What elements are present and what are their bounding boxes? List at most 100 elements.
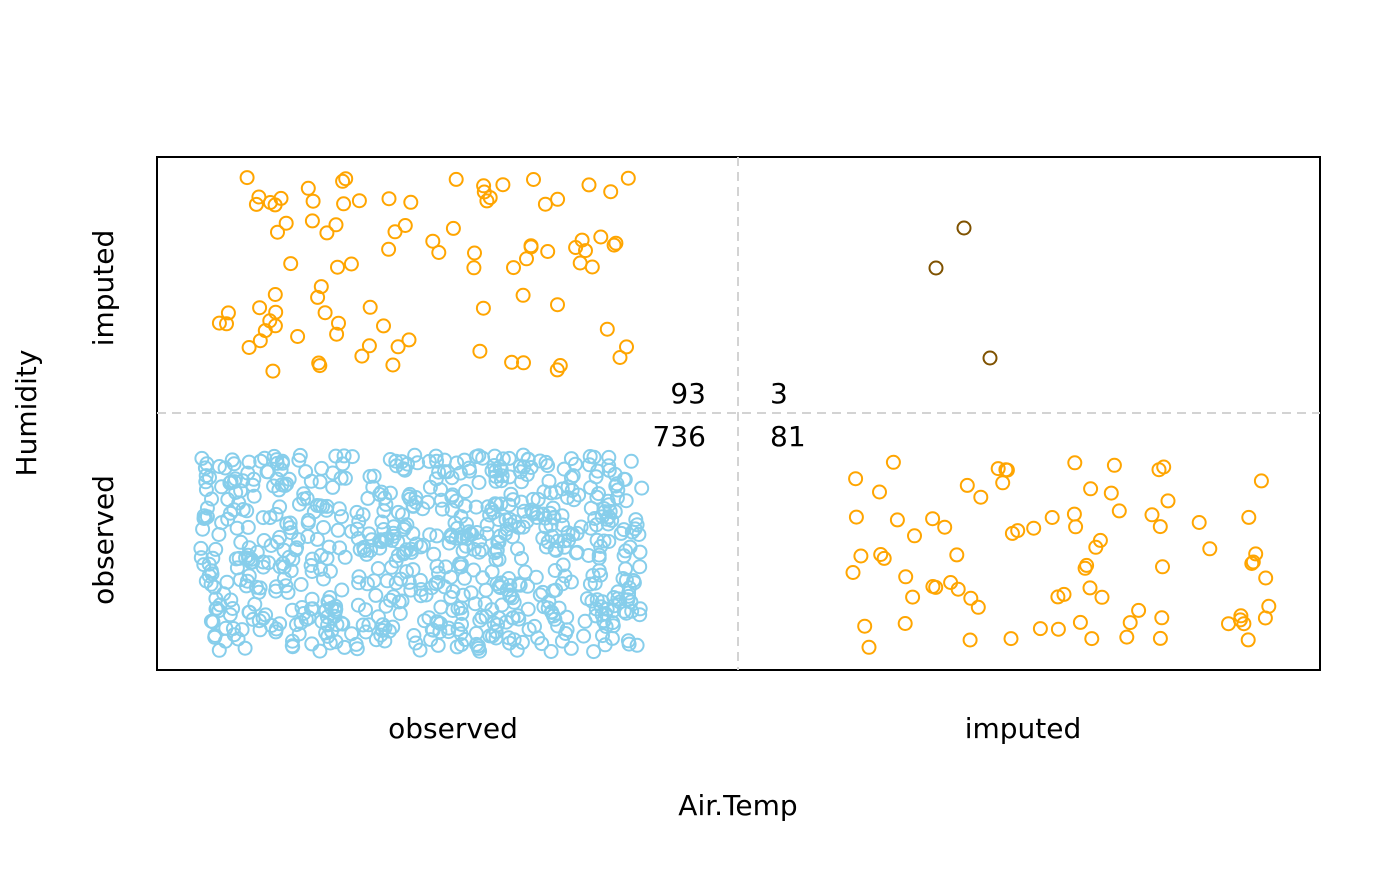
point-observed-observed xyxy=(385,589,401,605)
point-observed-observed xyxy=(596,614,612,629)
point-observed-observed xyxy=(610,584,626,600)
point-imputed-observed xyxy=(937,519,953,535)
point-observed-observed xyxy=(432,624,448,640)
point-observed-observed xyxy=(469,636,484,652)
point-imputed-observed xyxy=(876,550,892,566)
point-observed-observed xyxy=(405,498,421,514)
point-observed-imputed xyxy=(581,177,597,193)
point-imputed-observed xyxy=(1003,631,1019,647)
point-observed-observed xyxy=(468,499,484,515)
point-observed-observed xyxy=(530,630,546,646)
point-imputed-observed xyxy=(1004,525,1020,541)
point-observed-imputed xyxy=(304,213,320,229)
point-imputed-imputed xyxy=(982,350,998,366)
point-observed-observed xyxy=(370,561,386,576)
point-imputed-observed xyxy=(1111,503,1127,519)
count-imputed-observed: 93 xyxy=(670,377,706,410)
point-observed-imputed xyxy=(270,224,285,240)
point-observed-imputed xyxy=(448,171,464,187)
point-observed-imputed xyxy=(354,348,370,364)
point-observed-observed xyxy=(229,520,245,536)
point-observed-imputed xyxy=(351,193,367,209)
point-observed-observed xyxy=(266,448,282,464)
point-observed-observed xyxy=(616,522,632,538)
point-imputed-observed xyxy=(897,616,913,631)
point-observed-imputed xyxy=(506,260,521,276)
point-observed-observed xyxy=(554,576,570,592)
point-observed-observed xyxy=(472,533,488,549)
point-imputed-observed xyxy=(1241,509,1257,525)
point-observed-observed xyxy=(272,529,288,545)
point-observed-observed xyxy=(470,638,486,654)
point-observed-observed xyxy=(433,599,449,615)
point-observed-observed xyxy=(441,535,457,551)
point-imputed-observed xyxy=(1067,455,1083,471)
point-observed-observed xyxy=(514,551,529,566)
point-observed-imputed xyxy=(317,305,333,321)
point-imputed-observed xyxy=(959,477,975,493)
point-observed-observed xyxy=(506,594,522,610)
point-observed-observed xyxy=(536,599,552,615)
point-observed-observed xyxy=(388,575,404,591)
point-observed-observed xyxy=(350,597,366,613)
point-imputed-observed xyxy=(1084,631,1100,647)
point-observed-observed xyxy=(596,533,612,549)
point-observed-observed xyxy=(228,485,244,500)
point-observed-observed xyxy=(355,617,371,633)
point-observed-observed xyxy=(421,453,437,469)
point-imputed-observed xyxy=(889,512,905,528)
point-observed-observed xyxy=(381,623,397,639)
point-observed-observed xyxy=(491,551,507,567)
point-observed-observed xyxy=(516,503,532,519)
y-tick-observed: observed xyxy=(87,475,120,605)
point-observed-imputed xyxy=(381,241,397,257)
point-observed-observed xyxy=(288,542,304,558)
point-observed-observed xyxy=(322,563,338,579)
point-observed-observed xyxy=(237,640,253,656)
point-observed-observed xyxy=(211,459,227,474)
point-imputed-observed xyxy=(848,509,864,525)
point-imputed-observed xyxy=(857,618,873,634)
point-imputed-observed xyxy=(1245,554,1261,570)
point-observed-observed xyxy=(226,502,242,518)
point-observed-imputed xyxy=(475,300,491,316)
point-observed-observed xyxy=(591,550,607,566)
point-observed-imputed xyxy=(387,224,403,240)
point-imputed-observed xyxy=(872,484,887,500)
point-imputed-observed xyxy=(1032,621,1048,637)
point-observed-observed xyxy=(334,582,350,598)
point-observed-observed xyxy=(494,468,510,484)
point-observed-observed xyxy=(397,462,413,478)
point-observed-observed xyxy=(219,574,235,590)
point-observed-observed xyxy=(453,556,469,572)
point-observed-observed xyxy=(454,606,470,621)
point-observed-observed xyxy=(441,624,457,640)
point-observed-observed xyxy=(335,456,351,472)
point-observed-observed xyxy=(502,578,518,593)
point-observed-observed xyxy=(443,527,459,543)
point-observed-imputed xyxy=(252,300,268,316)
point-observed-imputed xyxy=(482,190,498,206)
point-imputed-observed xyxy=(905,589,921,605)
point-observed-observed xyxy=(428,576,444,592)
point-observed-observed xyxy=(422,527,438,543)
point-observed-observed xyxy=(276,571,292,587)
point-observed-observed xyxy=(285,551,301,567)
point-imputed-imputed xyxy=(928,260,944,276)
point-imputed-observed xyxy=(1083,481,1099,497)
point-observed-observed xyxy=(303,558,319,573)
point-observed-observed xyxy=(569,525,585,541)
point-imputed-observed xyxy=(1191,515,1207,530)
point-observed-observed xyxy=(241,568,257,584)
point-observed-imputed xyxy=(311,355,327,371)
point-observed-observed xyxy=(233,534,249,550)
point-observed-observed xyxy=(333,470,349,486)
point-observed-observed xyxy=(406,628,422,643)
point-observed-imputed xyxy=(390,339,406,355)
point-observed-observed xyxy=(211,603,227,619)
point-observed-observed xyxy=(501,450,517,466)
point-imputed-observed xyxy=(1156,459,1172,475)
point-observed-observed xyxy=(488,468,504,484)
point-observed-observed xyxy=(557,568,573,584)
count-observed-imputed: 81 xyxy=(770,420,806,453)
